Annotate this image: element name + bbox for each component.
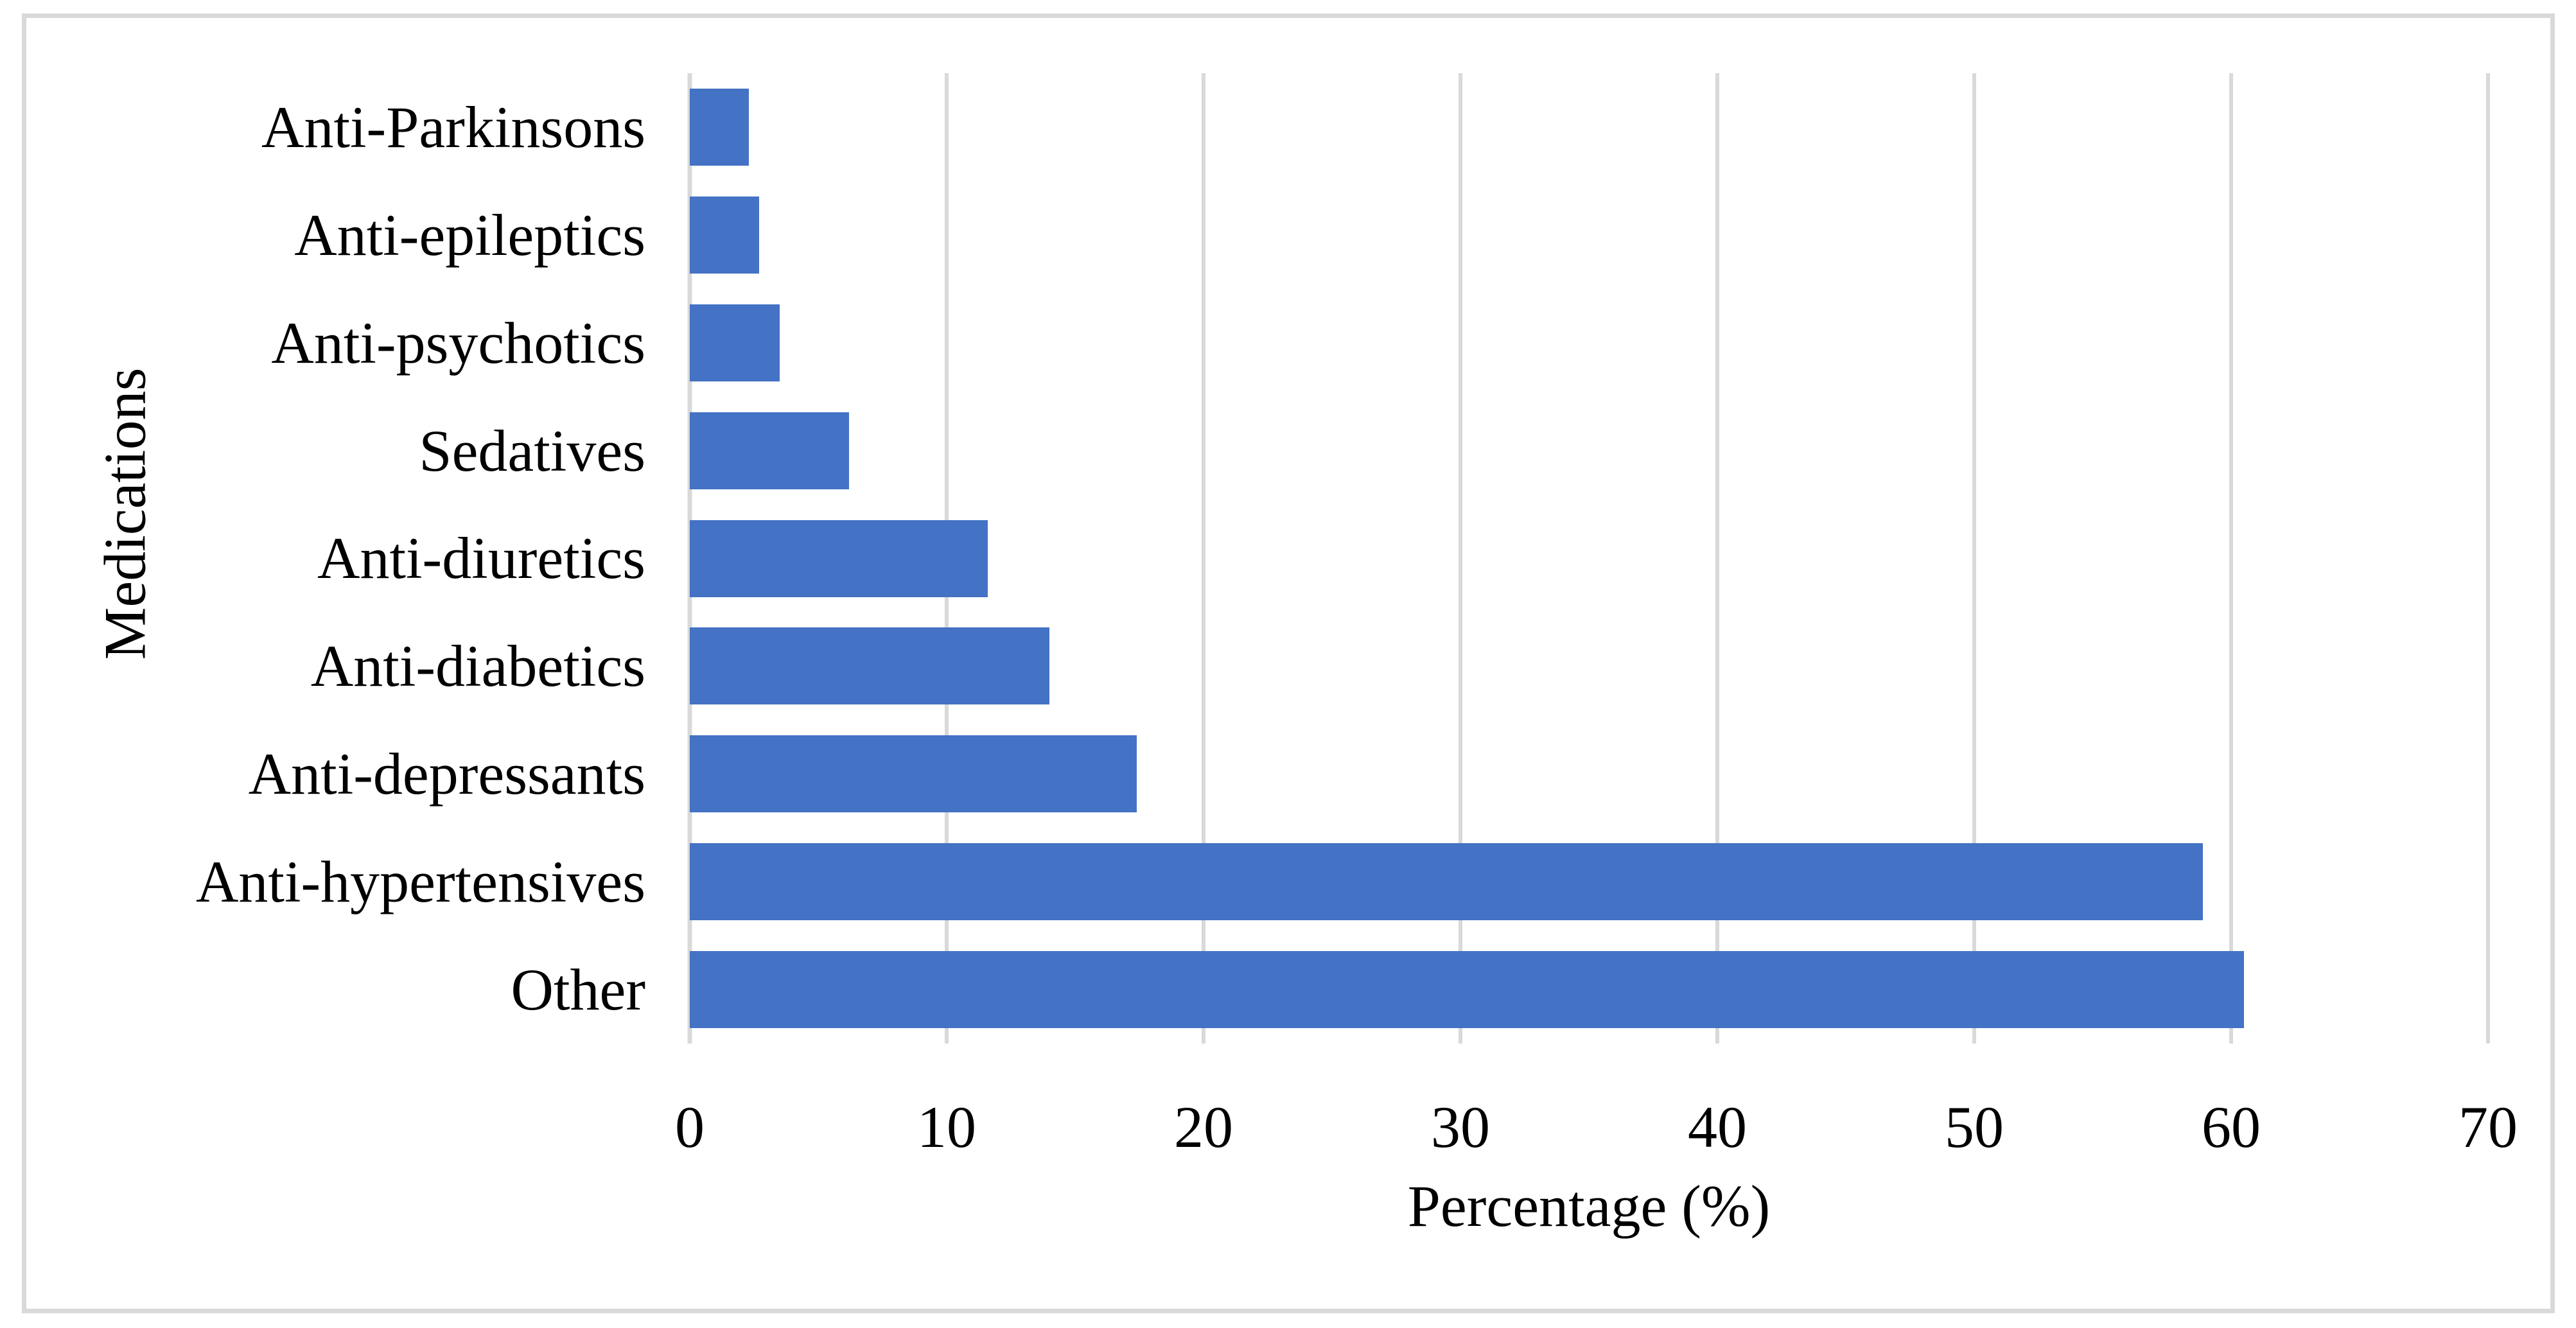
x-tick-label-40: 40	[1688, 1094, 1747, 1160]
gridline-x-30	[1459, 73, 1462, 1044]
x-tick-label-0: 0	[675, 1094, 705, 1160]
category-label-anti-psychotics: Anti-psychotics	[271, 310, 645, 376]
category-label-anti-epileptics: Anti-epileptics	[294, 202, 645, 268]
category-label-anti-parkinsons: Anti-Parkinsons	[261, 94, 645, 160]
bar-anti-depressants	[690, 735, 1137, 813]
gridline-x-50	[1972, 73, 1976, 1044]
gridline-x-70	[2486, 73, 2490, 1044]
x-tick-label-60: 60	[2202, 1094, 2261, 1160]
x-tick-label-30: 30	[1431, 1094, 1490, 1160]
category-label-anti-diabetics: Anti-diabetics	[310, 633, 645, 699]
figure-border	[22, 13, 2555, 1313]
gridline-x-60	[2229, 73, 2233, 1044]
category-label-other: Other	[511, 957, 645, 1023]
bar-anti-psychotics	[690, 304, 780, 381]
x-tick-label-20: 20	[1174, 1094, 1233, 1160]
bar-sedatives	[690, 412, 849, 489]
x-tick-label-10: 10	[917, 1094, 976, 1160]
x-tick-label-70: 70	[2458, 1094, 2518, 1160]
bar-anti-diabetics	[690, 627, 1049, 705]
gridline-x-40	[1715, 73, 1719, 1044]
x-tick-label-50: 50	[1945, 1094, 2004, 1160]
category-label-anti-hypertensives: Anti-hypertensives	[195, 849, 645, 915]
bar-anti-hypertensives	[690, 843, 2203, 921]
bar-anti-diuretics	[690, 520, 988, 597]
plot-area	[687, 73, 2490, 1044]
category-label-sedatives: Sedatives	[419, 417, 645, 484]
x-axis-tick-labels: 0 10 20 30 40 50 60 70	[675, 1094, 2518, 1166]
bar-anti-parkinsons	[690, 88, 749, 166]
category-label-anti-diuretics: Anti-diuretics	[317, 525, 645, 591]
category-label-anti-depressants: Anti-depressants	[248, 741, 645, 807]
gridline-x-20	[1202, 73, 1205, 1044]
bar-other	[690, 951, 2244, 1029]
y-axis-title: Medications	[92, 367, 158, 660]
bar-anti-epileptics	[690, 196, 759, 274]
x-axis-title: Percentage (%)	[1407, 1173, 1771, 1239]
y-axis-category-labels: Anti-Parkinsons Anti-epileptics Anti-psych…	[39, 73, 645, 1044]
